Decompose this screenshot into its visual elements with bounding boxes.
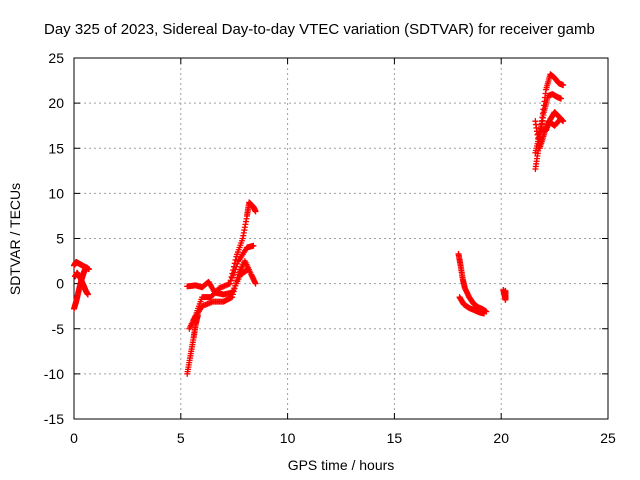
y-axis-title: SDTVAR / TECUs [7, 183, 23, 295]
data-point [229, 291, 236, 298]
data-point [232, 282, 239, 289]
data-point [227, 277, 234, 284]
grid [74, 58, 608, 419]
series-seg-b4 [190, 258, 259, 323]
y-tick-label: 5 [56, 231, 64, 247]
series-seg-b5 [226, 199, 259, 287]
data-point [252, 208, 259, 215]
y-tick-label: 10 [48, 185, 64, 201]
data-point [229, 294, 236, 301]
series-seg-c2 [456, 294, 488, 317]
data-point [252, 280, 259, 287]
data-point [558, 115, 565, 122]
data-point [560, 82, 567, 89]
series-seg-c1 [455, 250, 490, 315]
data-point [557, 116, 564, 123]
data-point [234, 274, 241, 281]
data-point [232, 256, 239, 263]
y-tick-label: -10 [44, 366, 64, 382]
series-seg-d2 [532, 91, 565, 156]
series-seg-d4 [532, 115, 565, 152]
y-tick-label: 15 [48, 140, 64, 156]
x-tick-label: 15 [387, 430, 403, 446]
data-point [84, 291, 91, 298]
data-point [231, 285, 238, 292]
data-point [229, 270, 236, 277]
data-point [230, 288, 237, 295]
x-tick-label: 0 [70, 430, 78, 446]
data-point [83, 264, 90, 271]
x-tick-label: 20 [493, 430, 509, 446]
data-point [226, 280, 233, 287]
data-point [228, 273, 235, 280]
y-tick-label: -15 [44, 411, 64, 427]
series-seg-c3 [500, 286, 509, 303]
data-point [558, 95, 565, 102]
data-point [502, 287, 509, 294]
x-tick-label: 10 [280, 430, 296, 446]
x-tick-label: 5 [177, 430, 185, 446]
data-point [233, 280, 240, 287]
y-tick-label: 0 [56, 276, 64, 292]
y-tick-label: -5 [52, 321, 65, 337]
y-tick-label: 20 [48, 95, 64, 111]
ticks: 0 5 10 15 20 25 -15 -10 -5 0 5 10 15 20 25 [44, 50, 616, 446]
data-point [250, 242, 257, 249]
chart-title: Day 325 of 2023, Sidereal Day-to-day VTE… [44, 21, 595, 38]
data-point [481, 310, 488, 317]
y-tick-label: 25 [48, 50, 64, 66]
data-point [230, 263, 237, 270]
data-marks [71, 71, 567, 377]
x-axis-title: GPS time / hours [288, 457, 395, 473]
x-tick-label: 25 [600, 430, 616, 446]
data-point [230, 267, 237, 274]
data-point [233, 277, 240, 284]
data-point [231, 260, 238, 267]
series-seg-a3 [72, 269, 91, 298]
